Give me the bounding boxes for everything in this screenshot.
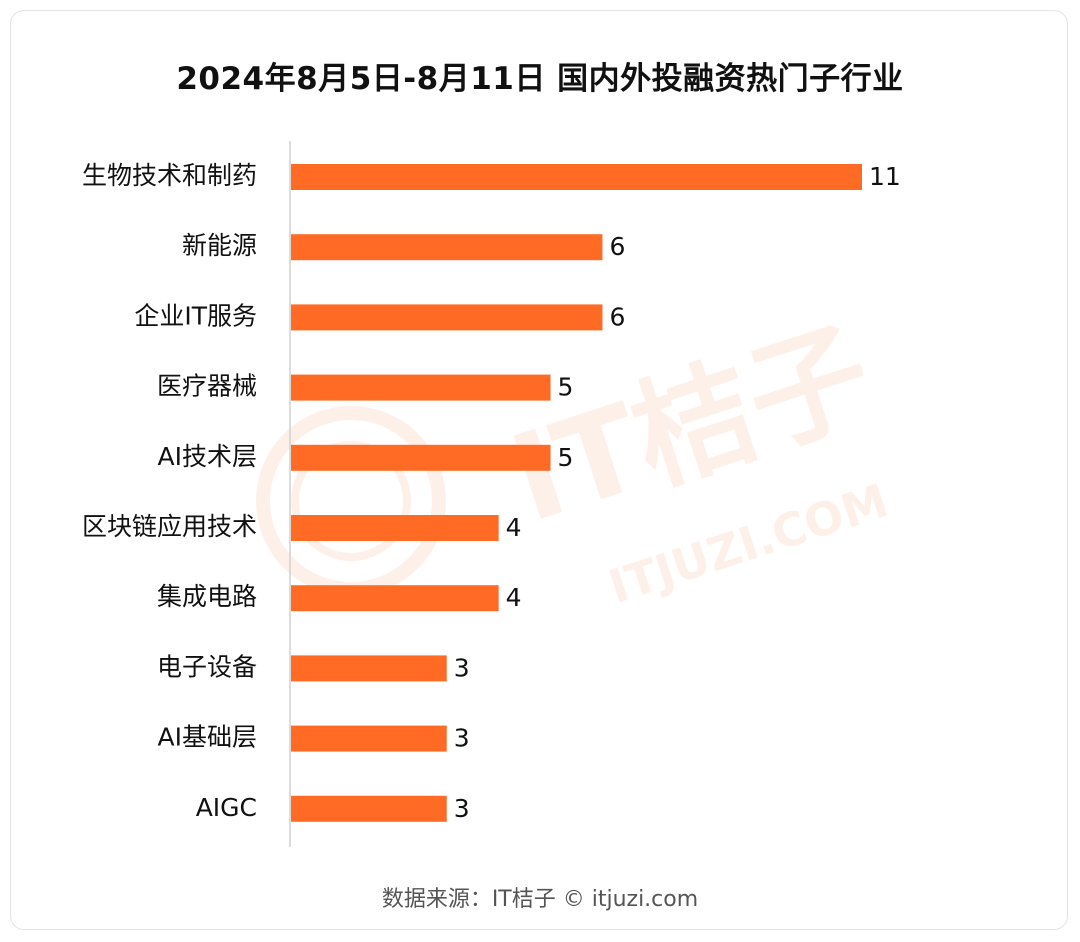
data-label: 4 — [506, 583, 522, 612]
category-label: 生物技术和制药 — [82, 161, 257, 190]
chart-card: 2024年8月5日-8月11日 国内外投融资热门子行业 IT桔子 ITJUZI.… — [10, 10, 1068, 930]
bar — [291, 444, 551, 471]
category-label: AIGC — [196, 793, 257, 822]
chart-title: 2024年8月5日-8月11日 国内外投融资热门子行业 — [176, 61, 904, 97]
data-label: 11 — [869, 162, 901, 191]
bar — [291, 795, 447, 822]
category-label: 新能源 — [182, 231, 257, 260]
data-label: 3 — [454, 653, 470, 682]
bar — [291, 725, 447, 752]
bar — [291, 585, 499, 612]
data-label: 3 — [454, 794, 470, 823]
category-label: 集成电路 — [157, 582, 257, 611]
data-label: 3 — [454, 724, 470, 753]
bar — [291, 655, 447, 682]
bar — [291, 164, 862, 190]
category-label: 企业IT服务 — [134, 301, 257, 330]
data-source: 数据来源：IT桔子 © itjuzi.com — [381, 887, 699, 912]
data-label: 6 — [609, 302, 625, 331]
data-label: 5 — [558, 443, 574, 472]
category-label: 电子设备 — [157, 652, 257, 681]
data-label: 5 — [558, 373, 574, 402]
category-label: AI基础层 — [158, 723, 257, 752]
data-label: 6 — [609, 232, 625, 261]
category-label: 区块链应用技术 — [82, 512, 257, 541]
bar — [291, 234, 603, 261]
category-label: AI技术层 — [158, 442, 257, 471]
category-label: 医疗器械 — [157, 372, 257, 401]
bar — [291, 515, 499, 541]
bar — [291, 304, 603, 331]
data-label: 4 — [506, 513, 522, 542]
bar — [291, 374, 551, 401]
